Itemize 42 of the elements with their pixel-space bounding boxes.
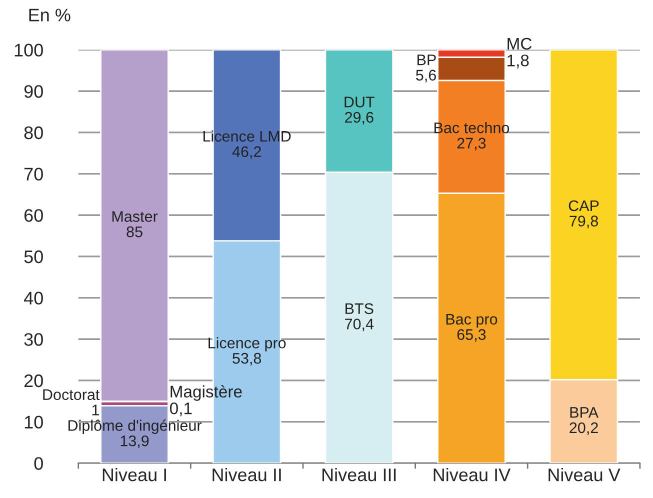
series-label: BP [418,54,436,66]
series-label: Licence pro [208,337,286,352]
y-tick-label: 70 [24,168,43,181]
data-label: 20,2 [570,422,598,435]
series-label: DUT [344,96,374,108]
data-label: 27,3 [457,138,486,150]
data-label: 1,8 [508,54,529,68]
y-tick-label: 80 [24,126,43,140]
y-tick-label: 10 [24,416,43,429]
y-tick-label: 40 [24,292,43,305]
y-tick-label: 0 [34,457,43,470]
data-label: 0,1 [170,402,192,416]
series-label: Master [112,211,158,222]
series-label: CAP [568,200,599,212]
y-tick-label: 30 [24,333,43,346]
y-tick-label: 100 [14,44,43,57]
data-label: 13,9 [120,435,149,448]
x-tick-label: Niveau III [322,468,396,482]
data-label: 79,8 [570,216,598,228]
x-tick-label: Niveau IV [434,468,511,482]
series-label: Magistère [170,385,242,401]
data-label: 5,6 [416,70,436,82]
data-label: 85 [126,226,142,238]
series-label: BTS [346,303,374,314]
series-label: Bac pro [446,314,498,328]
data-label: 53,8 [232,352,262,366]
x-tick-label: Niveau I [102,468,166,482]
series-label: MC [508,38,532,50]
data-label: 70,4 [345,318,374,332]
y-tick-label: 60 [24,209,43,222]
series-label: BPA [570,407,598,418]
y-axis-title: En % [29,8,70,22]
series-label: Doctorat [43,389,100,400]
data-label: 29,6 [345,112,374,125]
data-label: 65,3 [457,329,486,342]
y-tick-label: 50 [24,250,43,264]
y-tick-label: 90 [24,85,43,98]
x-tick-label: Niveau II [212,468,281,482]
y-tick-label: 20 [24,374,43,388]
data-label: 1 [92,404,99,416]
x-tick-label: Niveau V [548,468,620,482]
data-label: 46,2 [232,146,261,159]
